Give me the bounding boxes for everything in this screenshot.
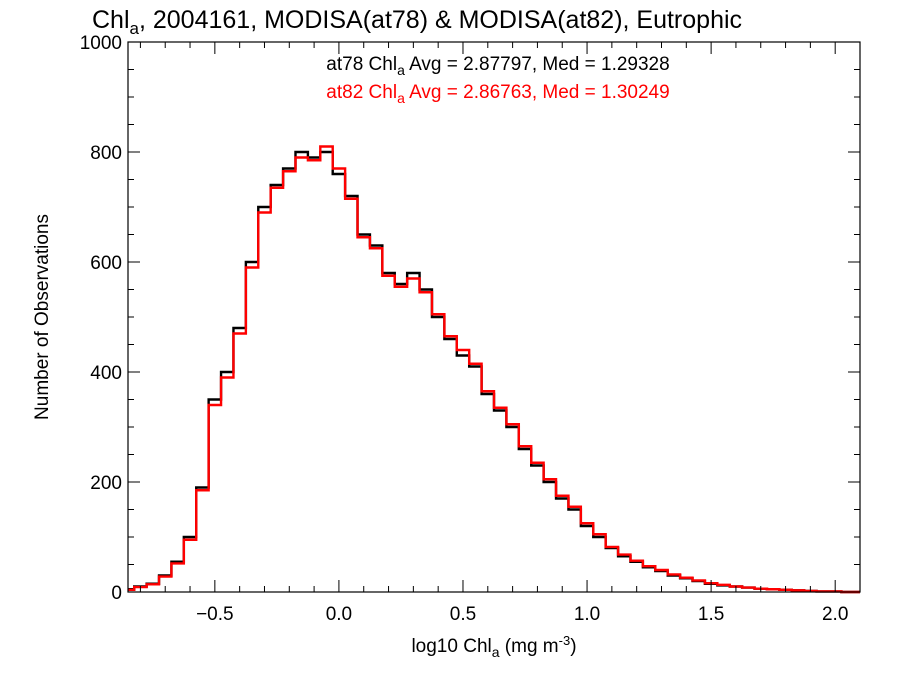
annotation-at82-stats: at82 Chla Avg = 2.86763, Med = 1.30249 <box>326 82 669 106</box>
x-axis-label-superscript: -3 <box>559 633 571 648</box>
x-tick-label-4: 1.5 <box>698 604 724 625</box>
annotation-at78-post: Avg = 2.87797, Med = 1.29328 <box>405 54 670 75</box>
annotation-at78-sub: a <box>397 62 405 78</box>
x-tick-label-2: 0.5 <box>450 604 476 625</box>
x-tick-label-3: 1.0 <box>574 604 600 625</box>
series-line-at78 <box>128 150 860 594</box>
y-tick-label-1: 200 <box>90 473 122 494</box>
plot-frame <box>127 41 861 593</box>
x-tick-label-5: 2.0 <box>822 604 848 625</box>
x-axis-label: log10 Chla (mg m-3) <box>411 633 576 660</box>
title-subscript: a <box>130 19 140 38</box>
x-axis-label-close: ) <box>570 636 576 657</box>
y-axis-label: Number of Observations <box>32 214 53 420</box>
plot-area: −0.5 0.0 0.5 1.0 1.5 2.0 0 200 400 600 800 1000 <box>80 33 861 625</box>
y-tick-label-4: 800 <box>90 143 122 164</box>
x-tick-label-1: 0.0 <box>326 604 352 625</box>
y-tick-label-0: 0 <box>111 583 122 604</box>
annotation-at82-pre: at82 Chl <box>326 82 397 103</box>
series-layer <box>128 145 860 594</box>
x-axis-label-rest: (mg m <box>500 636 559 657</box>
title-rest: , 2004161, MODISA(at78) & MODISA(at82), … <box>139 6 742 34</box>
x-tick-label-0: −0.5 <box>196 604 234 625</box>
y-tick-label-3: 600 <box>90 253 122 274</box>
x-axis-label-subscript: a <box>492 644 500 660</box>
annotation-at78-pre: at78 Chl <box>326 54 397 75</box>
series-line-at82 <box>128 145 860 594</box>
chart-title: Chla, 2004161, MODISA(at78) & MODISA(at8… <box>92 6 742 38</box>
annotation-at78-stats: at78 Chla Avg = 2.87797, Med = 1.29328 <box>326 54 669 78</box>
x-axis-label-main: log10 Chl <box>411 636 491 657</box>
y-tick-label-5: 1000 <box>80 33 122 54</box>
title-main: Chl <box>92 6 130 34</box>
annotation-at82-post: Avg = 2.86763, Med = 1.30249 <box>405 82 670 103</box>
ticks-layer: −0.5 0.0 0.5 1.0 1.5 2.0 0 200 400 600 800 1000 <box>80 33 861 625</box>
y-tick-label-2: 400 <box>90 363 122 384</box>
annotation-at82-sub: a <box>397 90 405 106</box>
